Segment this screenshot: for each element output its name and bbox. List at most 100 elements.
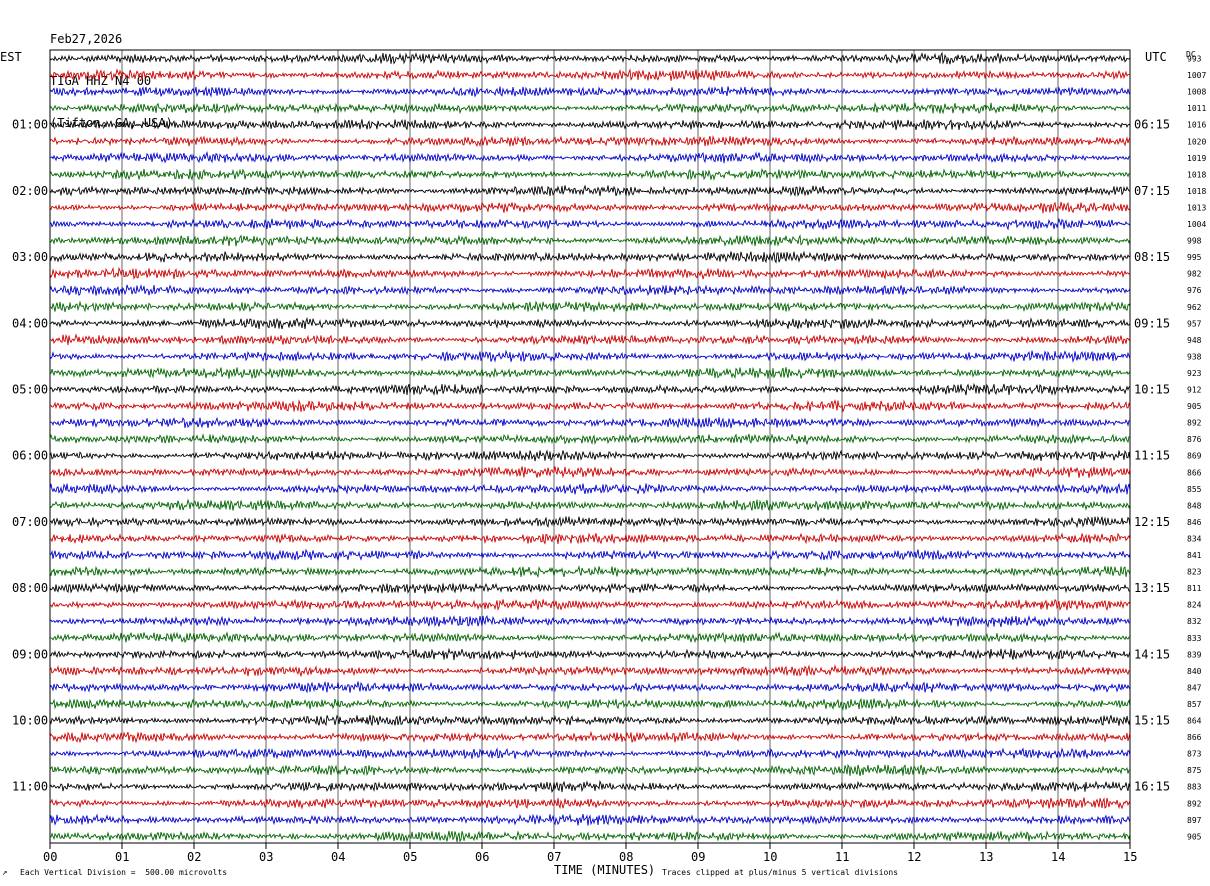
seismic-trace: [49, 150, 1131, 164]
dc-value-label: 993: [1187, 55, 1202, 64]
seismic-trace: [49, 399, 1131, 413]
right-hour-label: 16:15: [1134, 780, 1170, 794]
dc-value-label: 892: [1187, 799, 1202, 808]
dc-value-label: 897: [1187, 816, 1202, 825]
right-timezone-label: UTC: [1145, 50, 1167, 64]
dc-value-label: 823: [1187, 568, 1202, 577]
dc-value-label: 1007: [1187, 71, 1206, 80]
dc-value-label: 833: [1187, 634, 1202, 643]
seismic-trace: [49, 101, 1131, 115]
seismic-trace: [49, 184, 1131, 197]
dc-value-label: 1018: [1187, 187, 1206, 196]
seismic-trace: [49, 217, 1131, 231]
dc-value-label: 957: [1187, 319, 1202, 328]
dc-value-label: 905: [1187, 402, 1202, 411]
dc-value-label: 866: [1187, 468, 1202, 477]
seismic-trace: [49, 118, 1131, 131]
right-hour-label: 12:15: [1134, 515, 1170, 529]
dc-value-label: 846: [1187, 518, 1202, 527]
dc-value-label: 1013: [1187, 203, 1206, 212]
seismic-trace: [49, 135, 1131, 148]
right-hour-label: 07:15: [1134, 184, 1170, 198]
x-tick-label: 07: [547, 850, 561, 864]
dc-column-label: DC: [1186, 50, 1196, 59]
left-hour-label: 03:00: [12, 250, 48, 264]
dc-value-label: 824: [1187, 601, 1202, 610]
right-hour-label: 13:15: [1134, 581, 1170, 595]
seismic-trace: [49, 779, 1131, 793]
dc-value-label: 883: [1187, 783, 1202, 792]
dc-value-label: 855: [1187, 485, 1202, 494]
right-hour-label: 15:15: [1134, 714, 1170, 728]
dc-value-label: 1008: [1187, 88, 1206, 97]
dc-value-label: 998: [1187, 237, 1202, 246]
x-tick-label: 08: [619, 850, 633, 864]
seismic-trace: [49, 647, 1131, 661]
seismic-trace: [50, 747, 1131, 760]
dc-value-label: 848: [1187, 501, 1202, 510]
seismic-trace: [49, 250, 1131, 264]
dc-value-label: 1016: [1187, 121, 1206, 130]
left-hour-label: 01:00: [12, 118, 48, 132]
x-tick-label: 05: [403, 850, 417, 864]
left-hour-label: 06:00: [12, 449, 48, 463]
dc-value-label: 948: [1187, 336, 1202, 345]
seismic-trace: [49, 582, 1131, 594]
seismic-trace: [49, 382, 1131, 396]
x-tick-label: 01: [115, 850, 129, 864]
left-hour-label: 11:00: [12, 780, 48, 794]
dc-value-label: 962: [1187, 303, 1202, 312]
dc-value-label: 811: [1187, 584, 1202, 593]
seismic-trace: [49, 664, 1131, 678]
x-tick-label: 13: [979, 850, 993, 864]
dc-value-label: 1018: [1187, 170, 1206, 179]
x-tick-label: 04: [331, 850, 345, 864]
dc-value-label: 995: [1187, 253, 1202, 262]
dc-value-label: 839: [1187, 650, 1202, 659]
left-hour-label: 09:00: [12, 647, 48, 661]
left-hour-label: 07:00: [12, 515, 48, 529]
x-tick-label: 14: [1051, 850, 1065, 864]
x-tick-label: 06: [475, 850, 489, 864]
seismic-trace: [49, 349, 1131, 363]
left-hour-label: 08:00: [12, 581, 48, 595]
right-hour-label: 06:15: [1134, 118, 1170, 132]
seismic-trace: [49, 51, 1131, 65]
seismic-trace: [49, 234, 1131, 247]
dc-value-label: 1019: [1187, 154, 1206, 163]
seismic-trace: [49, 797, 1131, 810]
seismic-trace: [49, 598, 1131, 612]
left-hour-label: 05:00: [12, 383, 48, 397]
seismic-trace: [49, 416, 1131, 429]
dc-value-label: 876: [1187, 435, 1202, 444]
seismic-trace: [49, 763, 1131, 777]
seismic-trace: [49, 466, 1131, 479]
right-hour-label: 08:15: [1134, 250, 1170, 264]
left-hour-label: 04:00: [12, 316, 48, 330]
dc-value-label: 857: [1187, 700, 1202, 709]
dc-value-label: 912: [1187, 386, 1202, 395]
seismic-trace: [50, 316, 1131, 330]
dc-value-label: 834: [1187, 534, 1202, 543]
plot-frame: [49, 49, 1131, 844]
dc-value-label: 841: [1187, 551, 1202, 560]
seismic-trace: [49, 201, 1131, 214]
seismic-trace: [49, 515, 1131, 529]
x-tick-label: 09: [691, 850, 705, 864]
x-tick-label: 11: [835, 850, 849, 864]
x-axis-label: TIME (MINUTES): [554, 863, 656, 877]
dc-value-label: 923: [1187, 369, 1202, 378]
seismic-trace: [49, 266, 1131, 280]
dc-value-label: 905: [1187, 832, 1202, 841]
x-tick-label: 02: [187, 850, 201, 864]
left-hour-label: 02:00: [12, 184, 48, 198]
seismic-trace: [49, 433, 1131, 446]
dc-value-label: 873: [1187, 750, 1202, 759]
dc-value-label: 869: [1187, 452, 1202, 461]
scale-note: Each Vertical Division = 500.00 microvol…: [20, 868, 228, 877]
dc-value-label: 864: [1187, 717, 1202, 726]
header-date: Feb27,2026: [50, 32, 123, 46]
clip-note: Traces clipped at plus/minus 5 vertical …: [662, 868, 899, 877]
dc-value-label: 976: [1187, 286, 1202, 295]
